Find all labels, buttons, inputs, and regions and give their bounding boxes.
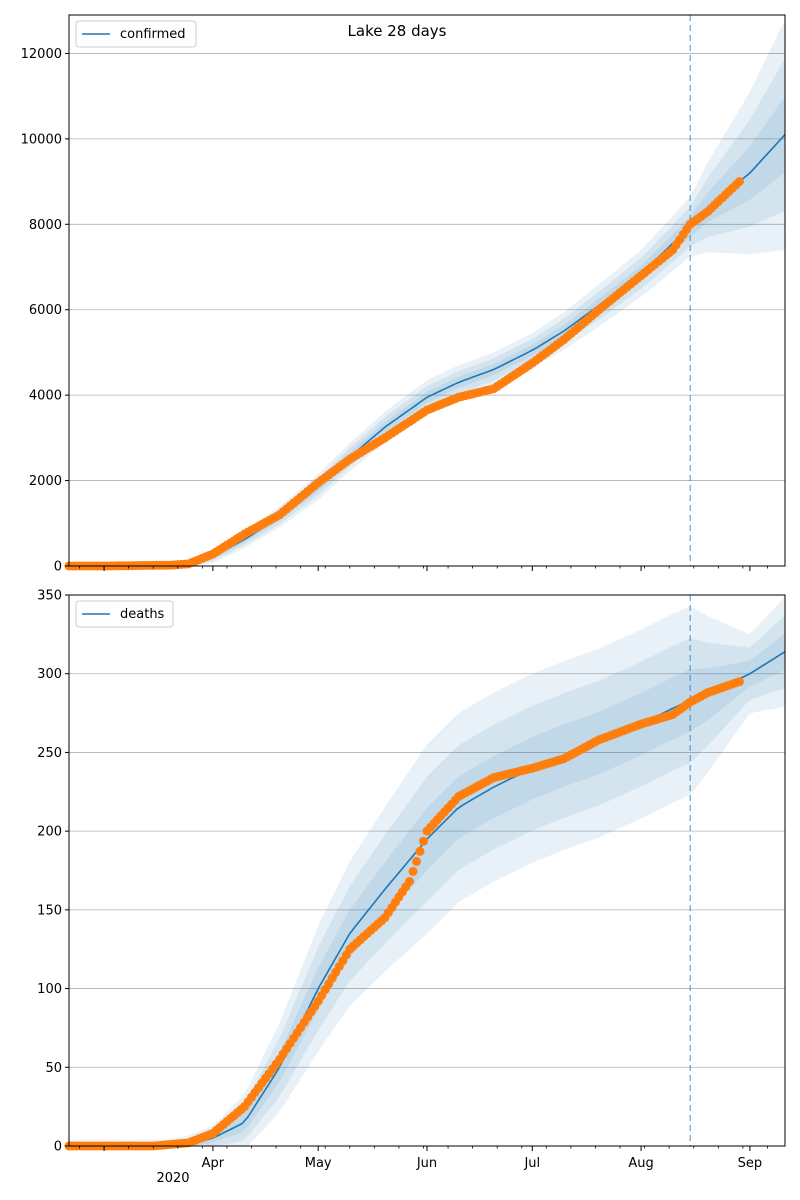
deaths-legend: deaths — [75, 600, 174, 628]
confirmed-panel: 0 2000 4000 6000 8000 10000 12000 Lake 28 days… — [21, 14, 786, 575]
y-tick-label: 50 — [45, 1061, 62, 1076]
y-tick-label: 0 — [54, 560, 62, 575]
uncertainty-band — [69, 58, 785, 566]
confirmed-model-line — [69, 134, 786, 567]
confirmed-legend: confirmed — [75, 20, 197, 48]
observed-point — [408, 866, 418, 876]
observed-point — [405, 877, 414, 886]
confirmed-bands — [69, 19, 785, 567]
x-tick-label: Sep — [738, 1156, 763, 1171]
uncertainty-band — [69, 96, 785, 566]
confirmed-axes-frame — [68, 14, 786, 567]
y-tick-label: 12000 — [21, 47, 62, 62]
y-tick-label: 250 — [37, 746, 62, 761]
y-tick-label: 0 — [54, 1140, 62, 1155]
deaths-observed-points — [64, 677, 744, 1151]
deaths-bands — [69, 596, 785, 1146]
y-tick-label: 10000 — [21, 132, 62, 147]
deaths-panel: 0 50 100 150 200 250 300 350 Apr May Jun Jul Aug Sep… — [37, 589, 786, 1186]
uncertainty-band — [69, 633, 785, 1146]
uncertainty-band — [69, 615, 785, 1146]
confirmed-observed-points — [64, 177, 744, 571]
x-tick-label: Apr — [202, 1156, 225, 1171]
observed-point — [734, 677, 744, 687]
x-axis-year-label: 2020 — [156, 1171, 189, 1186]
observed-point — [419, 836, 428, 846]
deaths-x-ticks: Apr May Jun Jul Aug Sep — [79, 1146, 768, 1171]
confirmed-x-ticks — [79, 566, 768, 571]
y-tick-label: 150 — [37, 903, 62, 918]
y-tick-label: 300 — [37, 667, 62, 682]
y-tick-label: 350 — [37, 589, 62, 604]
observed-point — [415, 846, 425, 856]
observed-point — [412, 856, 421, 866]
x-tick-label: Aug — [628, 1156, 653, 1171]
y-tick-label: 6000 — [29, 303, 62, 318]
observed-point — [734, 177, 744, 187]
chart-title: Lake 28 days — [348, 22, 447, 40]
y-tick-label: 8000 — [29, 218, 62, 233]
y-tick-label: 4000 — [29, 389, 62, 404]
confirmed-legend-label: confirmed — [120, 27, 186, 42]
y-tick-label: 100 — [37, 982, 62, 997]
confirmed-y-ticks: 0 2000 4000 6000 8000 10000 12000 — [21, 47, 69, 575]
deaths-y-ticks: 0 50 100 150 200 250 300 350 — [37, 589, 69, 1155]
confirmed-grid — [69, 53, 785, 567]
uncertainty-band — [69, 19, 785, 567]
x-tick-label: Jul — [523, 1156, 540, 1171]
x-tick-label: Jun — [416, 1156, 437, 1171]
y-tick-label: 200 — [37, 825, 62, 840]
y-tick-label: 2000 — [29, 474, 62, 489]
x-tick-label: May — [305, 1156, 332, 1171]
deaths-legend-label: deaths — [120, 607, 165, 622]
